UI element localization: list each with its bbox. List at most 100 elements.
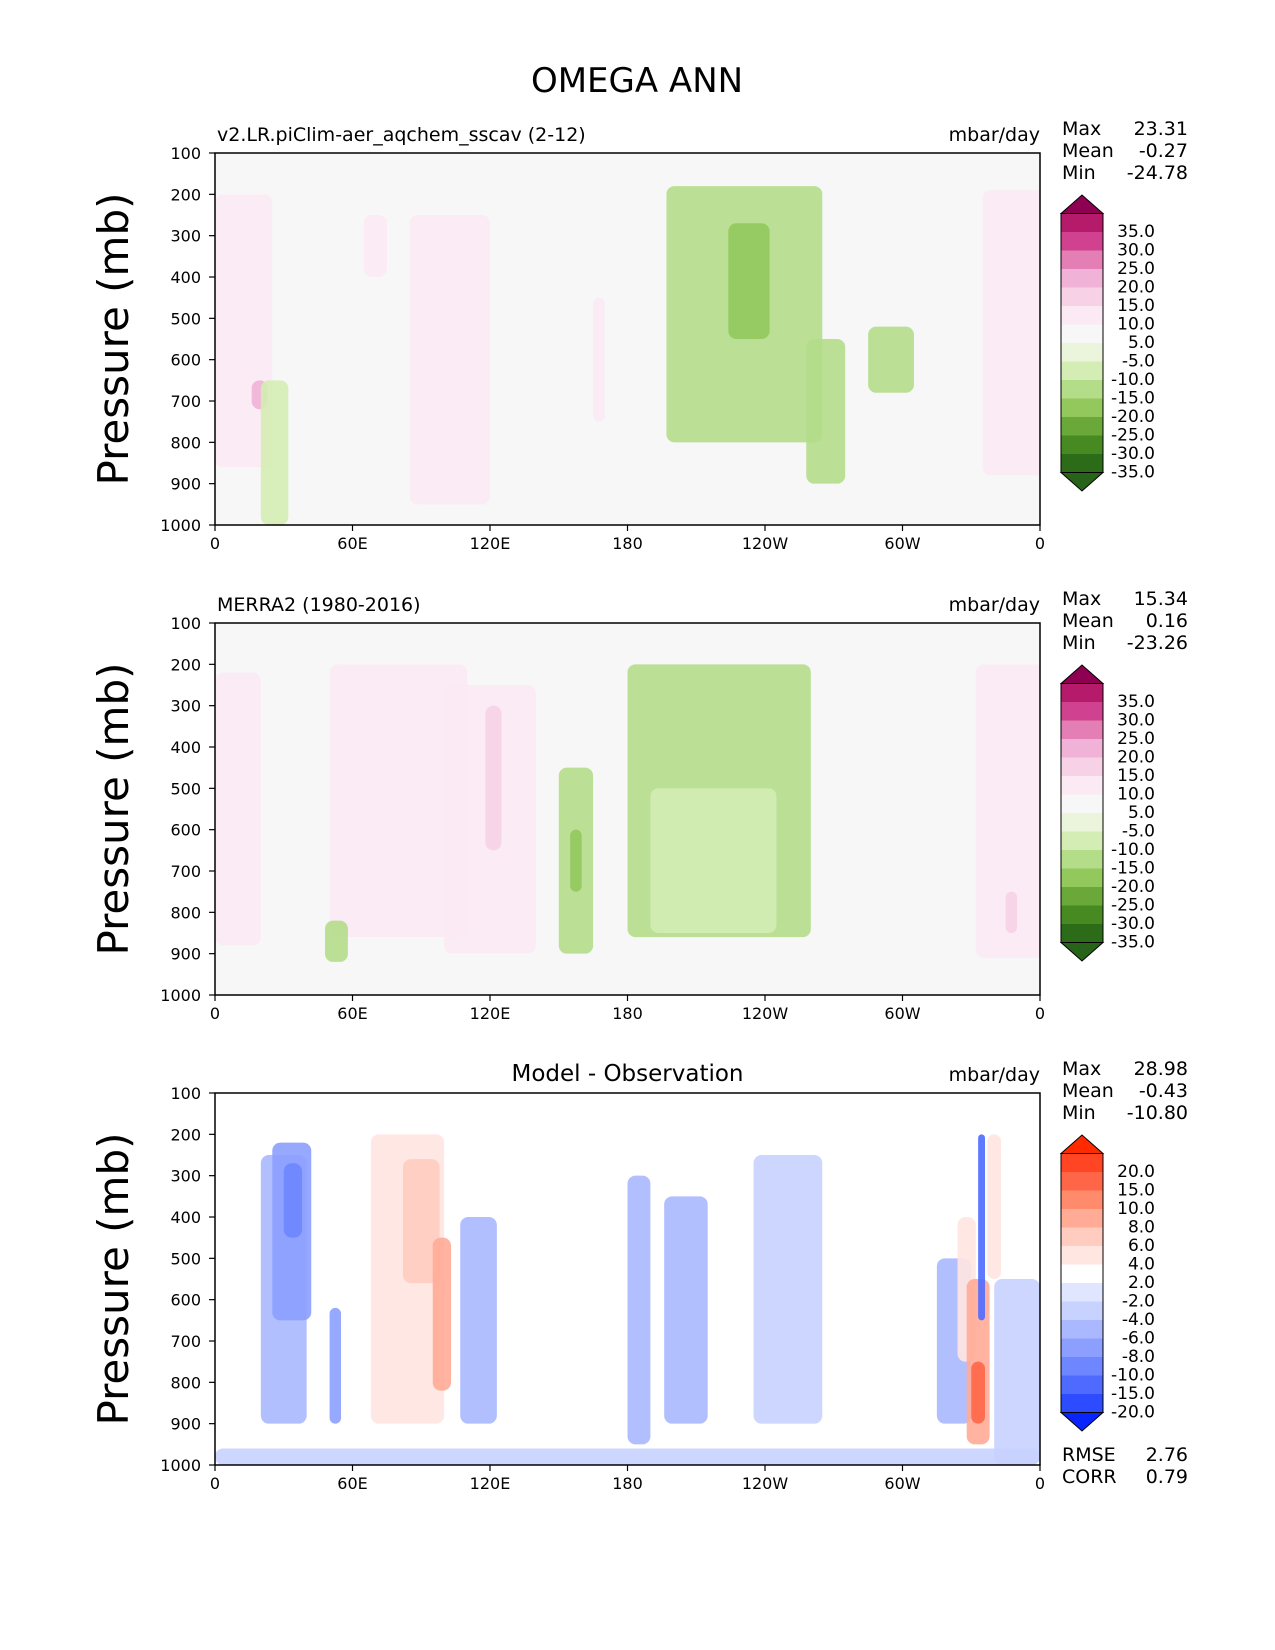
colorbar-swatch — [1061, 213, 1103, 233]
y-tick-label: 600 — [170, 351, 201, 370]
y-tick-label: 100 — [170, 1084, 201, 1103]
colorbar-swatch — [1061, 324, 1103, 344]
stat-value: -24.78 — [1127, 162, 1188, 184]
colorbar: 35.030.025.020.015.010.05.0-5.0-10.0-15.… — [1059, 664, 1155, 962]
colorbar-swatch — [1061, 1394, 1103, 1413]
y-tick-label: 1000 — [160, 1456, 201, 1475]
colorbar-swatch — [1061, 1320, 1103, 1339]
colorbar-label: 10.0 — [1117, 315, 1155, 335]
colorbar-swatch — [1061, 683, 1103, 703]
y-tick-label: 500 — [170, 309, 201, 328]
stat-value: -23.26 — [1127, 632, 1188, 654]
colorbar-swatch — [1061, 343, 1103, 362]
y-tick-label: 100 — [170, 144, 201, 163]
colorbar-label: 20.0 — [1117, 748, 1155, 768]
field-region — [363, 215, 387, 277]
field-region — [329, 1307, 342, 1424]
field-region — [215, 672, 261, 946]
colorbar-swatch — [1061, 361, 1103, 381]
y-tick-label: 900 — [170, 945, 201, 964]
y-tick-label: 900 — [170, 1415, 201, 1434]
colorbar-swatch — [1061, 1301, 1103, 1321]
colorbar-label: 10.0 — [1117, 1199, 1155, 1219]
colorbar-swatch — [1061, 232, 1103, 251]
field-region — [283, 1163, 303, 1238]
field-region — [402, 1159, 440, 1284]
y-tick-label: 300 — [170, 227, 201, 246]
colorbar-cap-bottom — [1059, 472, 1105, 492]
colorbar-swatch — [1061, 287, 1103, 307]
colorbar-swatch — [1061, 398, 1103, 418]
colorbar-swatch — [1061, 1375, 1103, 1395]
colorbar-label: 20.0 — [1117, 278, 1155, 298]
stat-label: Max — [1062, 1058, 1101, 1080]
colorbar-cap-bottom — [1059, 1412, 1105, 1432]
panel-3: 0 60E 120E 180 120W 60W 0 100 200 300 400 500 600 700… — [89, 1058, 1188, 1493]
colorbar-cap-top — [1059, 664, 1105, 684]
colorbar-swatch — [1061, 1190, 1103, 1210]
y-tick-label: 300 — [170, 1167, 201, 1186]
y-tick-label: 500 — [170, 779, 201, 798]
field-region — [728, 223, 770, 339]
colorbar-cap-top — [1059, 194, 1105, 214]
x-tick-label: 0 — [210, 1474, 220, 1493]
field-region — [570, 829, 582, 892]
field-region — [978, 1134, 985, 1321]
colorbar-label: -35.0 — [1111, 463, 1155, 483]
colorbar-label: -10.0 — [1111, 840, 1155, 860]
colorbar-label: 15.0 — [1117, 296, 1155, 316]
plot-area — [215, 153, 1040, 525]
colorbar-swatch — [1061, 1338, 1103, 1358]
colorbar-label: 8.0 — [1128, 1218, 1155, 1238]
field-region — [975, 664, 1040, 958]
colorbar-label: 35.0 — [1117, 692, 1155, 712]
colorbar-swatch — [1061, 380, 1103, 399]
x-tick-label: 120E — [470, 534, 511, 553]
stat-value: 15.34 — [1134, 588, 1188, 610]
colorbar-swatch — [1061, 739, 1103, 758]
x-tick-label: 120W — [742, 1004, 789, 1023]
x-tick-label: 180 — [612, 534, 643, 553]
field-region — [753, 1155, 823, 1424]
colorbar-label: -25.0 — [1111, 896, 1155, 916]
stat-label: Max — [1062, 588, 1101, 610]
colorbar-label: -20.0 — [1111, 407, 1155, 427]
colorbar-label: -5.0 — [1122, 822, 1155, 842]
stat-label: Mean — [1062, 610, 1114, 632]
colorbar-label: -6.0 — [1122, 1329, 1155, 1349]
field-region — [329, 664, 468, 938]
y-tick-label: 200 — [170, 655, 201, 674]
colorbar-swatch — [1061, 1357, 1103, 1376]
panel-1: 0 60E 120E 180 120W 60W 0 100 200 300 400 500 600 700… — [89, 118, 1188, 553]
colorbar-label: -5.0 — [1122, 352, 1155, 372]
colorbar-label: -30.0 — [1111, 444, 1155, 464]
colorbar-label: -35.0 — [1111, 933, 1155, 953]
x-tick-label: 0 — [1035, 1474, 1045, 1493]
panel-title: Model - Observation — [511, 1061, 743, 1087]
stat-value: 0.79 — [1146, 1466, 1188, 1488]
colorbar-label: -25.0 — [1111, 426, 1155, 446]
field-region — [409, 215, 490, 505]
panel-units: mbar/day — [949, 124, 1040, 146]
field-region — [432, 1237, 452, 1391]
colorbar-swatch — [1061, 1209, 1103, 1228]
y-tick-label: 200 — [170, 185, 201, 204]
y-tick-label: 800 — [170, 903, 201, 922]
stat-label: Mean — [1062, 140, 1114, 162]
colorbar-swatch — [1061, 269, 1103, 288]
colorbar-swatch — [1061, 776, 1103, 795]
colorbar-swatch — [1061, 887, 1103, 906]
colorbar-label: 4.0 — [1128, 1255, 1155, 1275]
colorbar-swatch — [1061, 831, 1103, 851]
field-region — [215, 1448, 1040, 1465]
colorbar-label: -10.0 — [1111, 370, 1155, 390]
stat-value: -0.43 — [1139, 1080, 1188, 1102]
y-tick-label: 700 — [170, 392, 201, 411]
stat-label: Min — [1062, 162, 1096, 184]
field-region — [664, 1196, 708, 1424]
y-tick-label: 1000 — [160, 986, 201, 1005]
y-tick-label: 700 — [170, 862, 201, 881]
x-tick-label: 120E — [470, 1004, 511, 1023]
field-region — [868, 1155, 903, 1424]
y-axis-label: Pressure (mb) — [89, 192, 138, 485]
